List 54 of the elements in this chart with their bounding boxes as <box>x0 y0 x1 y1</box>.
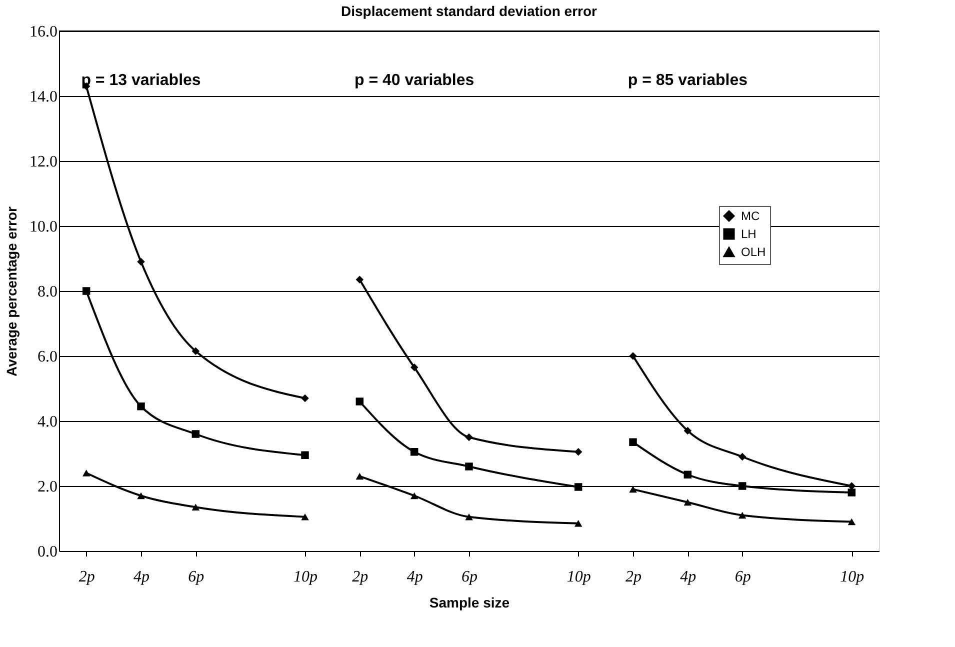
point <box>192 430 200 438</box>
point <box>137 492 145 500</box>
point <box>574 520 582 527</box>
point <box>629 352 637 360</box>
point <box>301 451 309 459</box>
y-tick-label: 6.0 <box>38 348 58 366</box>
chart-title: Displacement standard deviation error <box>341 3 598 19</box>
y-tick-label: 14.0 <box>30 88 58 106</box>
y-tick-label: 4.0 <box>38 414 58 430</box>
x-tick-label: 4p <box>680 568 696 586</box>
legend-label: MC <box>741 209 760 223</box>
point <box>82 470 90 476</box>
point <box>301 514 309 520</box>
x-tick-label: 2p <box>352 568 368 586</box>
point <box>192 504 200 510</box>
x-tick-label: 2p <box>626 568 642 586</box>
x-tick-label: 10p <box>294 568 318 586</box>
y-tick-label: 2.0 <box>38 478 58 496</box>
point <box>738 482 746 490</box>
x-axis-title: Sample size <box>429 594 510 610</box>
point <box>137 258 145 266</box>
point <box>137 402 145 410</box>
x-tick-label: 4p <box>406 568 423 586</box>
legend-label: LH <box>741 227 756 241</box>
x-tick-label: 6p <box>188 568 204 586</box>
y-tick-label: 16.0 <box>30 24 58 40</box>
point <box>684 470 692 478</box>
legend-label: OLH <box>741 245 766 259</box>
point <box>848 482 856 490</box>
point <box>848 518 856 526</box>
point <box>738 452 746 461</box>
point <box>629 438 637 446</box>
x-tick-label: 10p <box>840 568 864 586</box>
x-tick-label: 6p <box>462 568 478 586</box>
x-tick-label: 6p <box>734 568 751 586</box>
point <box>684 498 692 506</box>
y-axis-title: Average percentage error <box>4 206 20 376</box>
point <box>82 287 90 295</box>
x-tick-label: 10p <box>566 568 591 586</box>
y-tick-label: 8.0 <box>38 284 58 300</box>
point <box>738 512 746 519</box>
point <box>301 394 309 402</box>
x-tick-label: 2p <box>78 568 95 586</box>
annotation: p = 85 variables <box>628 72 748 89</box>
x-tick-label: 4p <box>134 568 150 586</box>
point <box>465 514 473 520</box>
annotation: p = 40 variables <box>354 72 474 89</box>
y-tick-label: 10.0 <box>30 218 58 236</box>
point <box>192 347 200 355</box>
y-tick-label: 0.0 <box>38 544 58 560</box>
point <box>848 488 856 496</box>
y-tick-label: 12.0 <box>30 154 58 170</box>
point <box>684 426 692 435</box>
point <box>410 492 418 500</box>
